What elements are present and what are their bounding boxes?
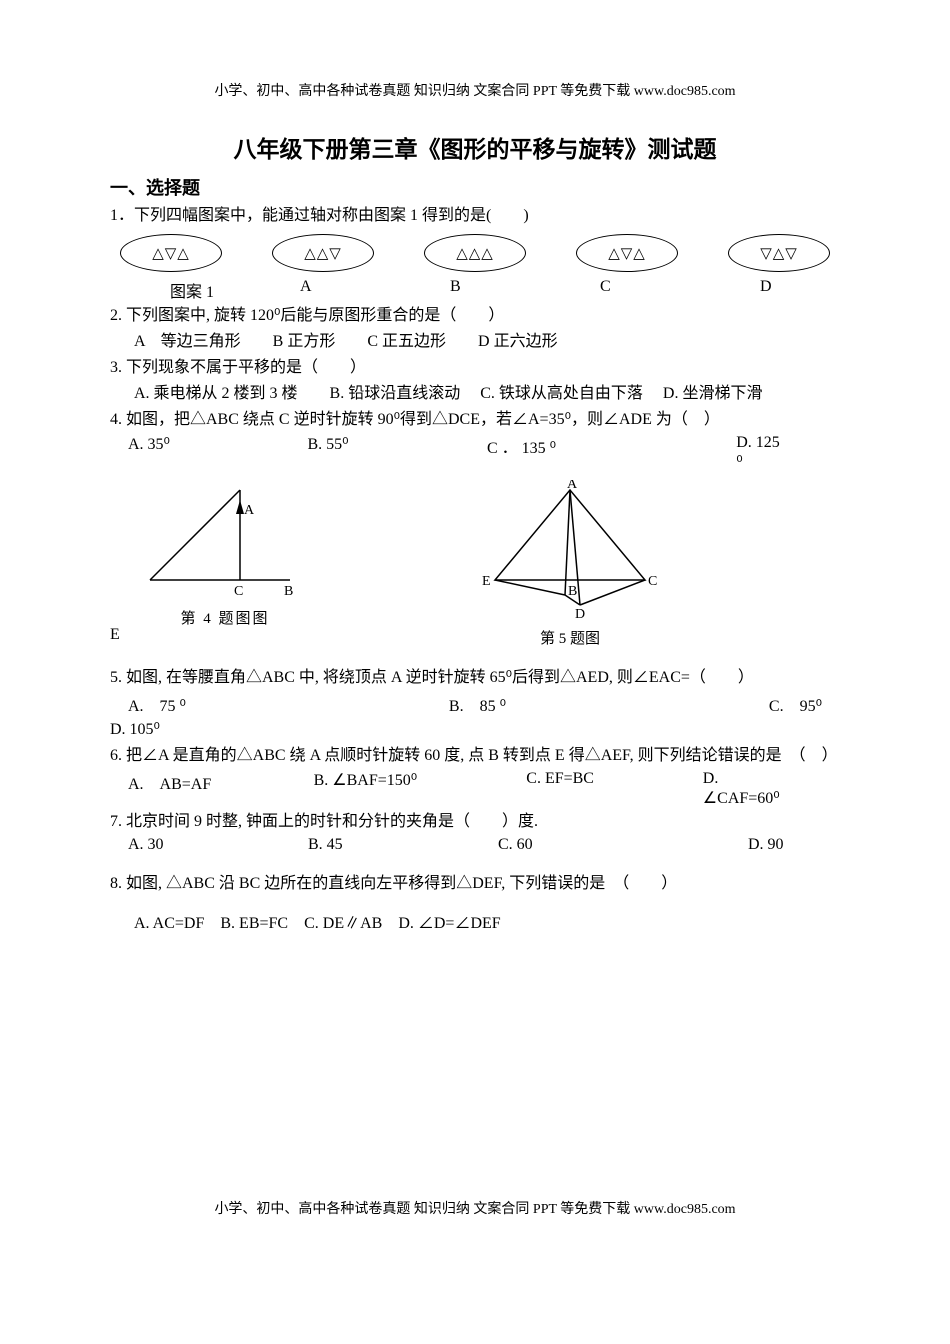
q1-pattern-c: △▽△ [576, 234, 678, 272]
q4-caption: 第 4 题图图 [140, 607, 310, 628]
svg-text:E: E [482, 574, 491, 589]
q1-label-0: 图案 1 [170, 278, 300, 302]
q3-text: 3. 下列现象不属于平移的是（ ） [110, 356, 840, 380]
q4-opt-b: B. 55⁰ [308, 434, 438, 472]
svg-text:C: C [648, 574, 657, 589]
q1-label-b: B [450, 278, 600, 302]
q1-labels: 图案 1 A B C D [110, 278, 840, 302]
svg-text:A: A [567, 480, 578, 492]
q8-text: 8. 如图, △ABC 沿 BC 边所在的直线向左平移得到△DEF, 下列错误的… [110, 872, 840, 896]
page-footer: 小学、初中、高中各种试卷真题 知识归纳 文案合同 PPT 等免费下载 www.d… [110, 1198, 840, 1218]
q5-opt-a: A. 75 ⁰ [128, 692, 186, 716]
q7-text: 7. 北京时间 9 时整, 钟面上的时针和分针的夹角是（ ）度. [110, 810, 840, 834]
q1-pattern-b: △△△ [424, 234, 526, 272]
figure-q4: A C B 第 4 题图图 [140, 480, 310, 628]
q1-text: 1．下列四幅图案中，能通过轴对称由图案 1 得到的是( ) [110, 204, 840, 228]
q6-opt-d: D. ∠CAF=60⁰ [703, 770, 790, 808]
q4-opt-a: A. 35⁰ [128, 434, 258, 472]
q4-opt-d: D. 125 ⁰ [736, 434, 790, 472]
figure-q5: A E C B D 第 5 题图 [470, 480, 670, 648]
svg-text:B: B [568, 584, 577, 599]
svg-text:D: D [575, 607, 585, 620]
q7-opt-a: A. 30 [128, 836, 258, 854]
q4-opt-c: C ． 135 ⁰ [487, 434, 686, 472]
q5-text: 5. 如图, 在等腰直角△ABC 中, 将绕顶点 A 逆时针旋转 65⁰后得到△… [110, 666, 840, 690]
q2-opts: A 等边三角形 B 正方形 C 正五边形 D 正六边形 [110, 330, 840, 354]
q7-opt-d: D. 90 [748, 836, 784, 854]
q6-opts: A. AB=AF B. ∠BAF=150⁰ C. EF=BC D. ∠CAF=6… [110, 770, 840, 808]
q6-opt-a: A. AB=AF [128, 770, 264, 808]
q5-svg: A E C B D [470, 480, 670, 620]
q5-opt-c: C. 95⁰ [769, 692, 822, 716]
q1-figures: △▽△ △△▽ △△△ △▽△ ▽△▽ [110, 234, 840, 272]
q5-opt-b: B. 85 ⁰ [449, 692, 506, 716]
page-header: 小学、初中、高中各种试卷真题 知识归纳 文案合同 PPT 等免费下载 www.d… [110, 80, 840, 100]
q4-svg: A C B [140, 480, 310, 600]
q1-pattern-d: ▽△▽ [728, 234, 830, 272]
q5-opt-d: D. 105⁰ [110, 718, 840, 742]
doc-title: 八年级下册第三章《图形的平移与旋转》测试题 [110, 130, 840, 164]
q6-opt-c: C. EF=BC [526, 770, 653, 808]
q7-opt-b: B. 45 [308, 836, 448, 854]
q6-opt-b: B. ∠BAF=150⁰ [314, 770, 477, 808]
q7-opt-c: C. 60 [498, 836, 698, 854]
q5-opts-line: A. 75 ⁰ B. 85 ⁰ C. 95⁰ [110, 692, 840, 716]
q2-text: 2. 下列图案中, 旋转 120⁰后能与原图形重合的是（ ） [110, 304, 840, 328]
q1-label-d: D [760, 278, 772, 302]
svg-text:A: A [244, 503, 255, 518]
q1-pattern-a: △△▽ [272, 234, 374, 272]
q1-label-c: C [600, 278, 760, 302]
page-content: 小学、初中、高中各种试卷真题 知识归纳 文案合同 PPT 等免费下载 www.d… [0, 0, 950, 1278]
q1-label-a: A [300, 278, 450, 302]
q4-text: 4. 如图，把△ABC 绕点 C 逆时针旋转 90⁰得到△DCE，若∠A=35⁰… [110, 408, 840, 432]
q5fig-caption: 第 5 题图 [470, 627, 670, 648]
q7-opts: A. 30 B. 45 C. 60 D. 90 [110, 836, 840, 854]
q8-opts: A. AC=DF B. EB=FC C. DE∥AB D. ∠D=∠DEF [110, 912, 840, 936]
q4-options: A. 35⁰ B. 55⁰ C ． 135 ⁰ D. 125 ⁰ [110, 434, 840, 472]
q6-text: 6. 把∠A 是直角的△ABC 绕 A 点顺时针旋转 60 度, 点 B 转到点… [110, 744, 840, 768]
figures-row: A C B 第 4 题图图 A E C B D 第 5 [110, 480, 840, 648]
section-1-header: 一、选择题 [110, 174, 840, 200]
q3-opts: A. 乘电梯从 2 楼到 3 楼 B. 铅球沿直线滚动 C. 铁球从高处自由下落… [110, 382, 840, 406]
q1-pattern-0: △▽△ [120, 234, 222, 272]
svg-text:B: B [284, 584, 293, 599]
svg-text:C: C [234, 584, 243, 599]
